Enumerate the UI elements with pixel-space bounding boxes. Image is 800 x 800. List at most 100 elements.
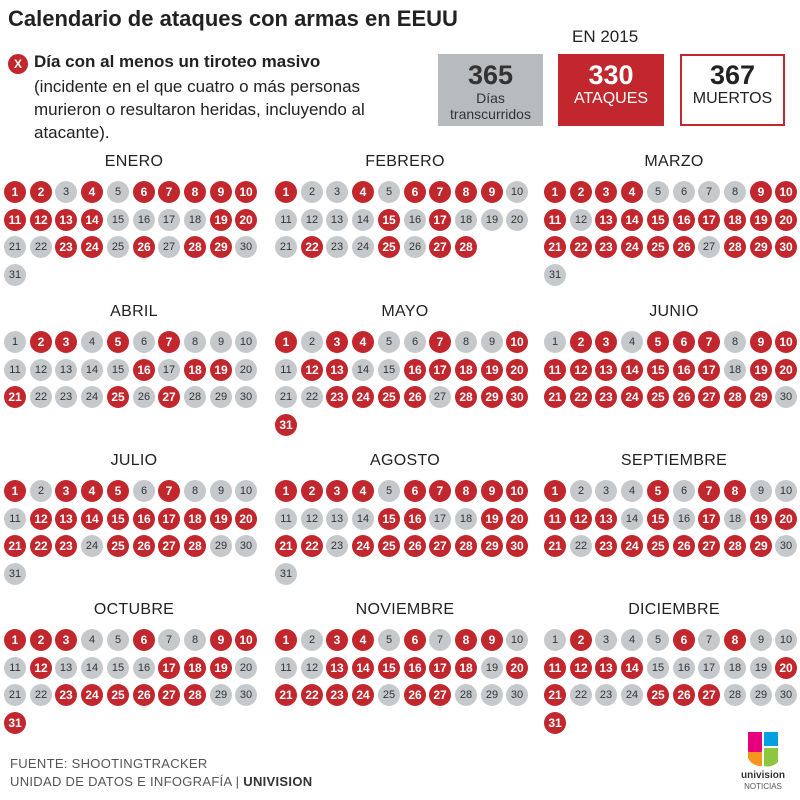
attack-day: 19 bbox=[210, 508, 232, 530]
attack-day: 2 bbox=[30, 181, 52, 203]
calm-day: 6 bbox=[404, 331, 426, 353]
calm-day: 15 bbox=[378, 359, 400, 381]
calm-day: 19 bbox=[750, 657, 772, 679]
attack-day: 26 bbox=[404, 386, 426, 408]
attack-day: 21 bbox=[4, 386, 26, 408]
attack-day: 24 bbox=[621, 535, 643, 557]
attack-day: 31 bbox=[544, 712, 566, 734]
attack-day: 17 bbox=[698, 359, 720, 381]
attack-day: 26 bbox=[673, 236, 695, 258]
attack-day: 18 bbox=[724, 209, 746, 231]
attack-day: 25 bbox=[378, 535, 400, 557]
attack-day: 26 bbox=[673, 535, 695, 557]
attack-day: 16 bbox=[404, 657, 426, 679]
month-days: 1 2 3 4 5 6 7 8 9 10 11 12 13 14 15 16 17 18 19 20 21 22 23 24 2… bbox=[544, 181, 800, 301]
attack-day: 19 bbox=[481, 359, 503, 381]
attack-day: 18 bbox=[455, 657, 477, 679]
calm-day: 25 bbox=[378, 684, 400, 706]
attack-day: 14 bbox=[621, 209, 643, 231]
calm-day: 5 bbox=[647, 181, 669, 203]
attack-day: 21 bbox=[544, 386, 566, 408]
logo-sub: NOTICIAS bbox=[744, 782, 782, 791]
calm-day: 1 bbox=[4, 331, 26, 353]
attack-day: 13 bbox=[595, 209, 617, 231]
month-name: SEPTIEMBRE bbox=[620, 452, 728, 469]
attack-day: 22 bbox=[301, 236, 323, 258]
calm-day: 5 bbox=[378, 181, 400, 203]
footer-source: FUENTE: SHOOTINGTRACKER bbox=[10, 756, 208, 771]
attack-day: 17 bbox=[429, 209, 451, 231]
attack-day: 20 bbox=[775, 657, 797, 679]
attack-day: 29 bbox=[750, 236, 772, 258]
attack-day: 25 bbox=[647, 535, 669, 557]
month-days: 1 2 3 4 5 6 7 8 9 10 11 12 13 14 15 16 17 18 19 20 21 22 23 24 2… bbox=[544, 629, 800, 749]
attack-day: 24 bbox=[352, 535, 374, 557]
attack-day: 11 bbox=[544, 657, 566, 679]
calm-day: 31 bbox=[544, 264, 566, 286]
attack-day: 2 bbox=[570, 331, 592, 353]
attack-day: 27 bbox=[698, 684, 720, 706]
attack-day: 19 bbox=[750, 359, 772, 381]
attack-day: 20 bbox=[775, 508, 797, 530]
calm-day: 7 bbox=[698, 629, 720, 651]
calm-day: 5 bbox=[647, 629, 669, 651]
calm-day: 4 bbox=[621, 480, 643, 502]
calm-day: 13 bbox=[326, 508, 348, 530]
attack-day: 5 bbox=[107, 480, 129, 502]
month-days: 1 2 3 4 5 6 7 8 9 10 11 12 13 14 15 16 17 18 19 20 21 22 23 24 2… bbox=[275, 331, 535, 451]
attack-day: 24 bbox=[621, 236, 643, 258]
month-days: 1 2 3 4 5 6 7 8 9 10 11 12 13 14 15 16 17 18 19 20 21 22 23 24 2… bbox=[4, 629, 264, 749]
attack-day: 9 bbox=[481, 629, 503, 651]
attack-day: 17 bbox=[158, 508, 180, 530]
attack-day: 2 bbox=[301, 480, 323, 502]
calm-day: 3 bbox=[595, 480, 617, 502]
attack-day: 26 bbox=[133, 684, 155, 706]
month-name: MAYO bbox=[381, 303, 429, 320]
attack-day: 28 bbox=[184, 684, 206, 706]
calm-day: 10 bbox=[775, 629, 797, 651]
footer-brand: UNIVISION bbox=[243, 774, 313, 789]
attack-day: 6 bbox=[404, 181, 426, 203]
attack-day: 26 bbox=[404, 535, 426, 557]
attack-day: 26 bbox=[133, 236, 155, 258]
attack-day: 10 bbox=[235, 181, 257, 203]
attack-day: 15 bbox=[647, 508, 669, 530]
days-elapsed-box: 365 Días transcurridos bbox=[438, 54, 543, 126]
attack-day: 25 bbox=[107, 684, 129, 706]
calm-day: 14 bbox=[352, 209, 374, 231]
attack-day: 5 bbox=[647, 480, 669, 502]
attack-day: 27 bbox=[158, 386, 180, 408]
attack-day: 8 bbox=[724, 480, 746, 502]
attack-day: 16 bbox=[673, 359, 695, 381]
calm-day: 30 bbox=[775, 535, 797, 557]
calm-day: 18 bbox=[184, 209, 206, 231]
attack-day: 21 bbox=[4, 535, 26, 557]
calm-day: 6 bbox=[133, 480, 155, 502]
calm-day: 8 bbox=[184, 480, 206, 502]
attack-day: 1 bbox=[4, 629, 26, 651]
attack-day: 22 bbox=[301, 535, 323, 557]
attack-day: 22 bbox=[301, 684, 323, 706]
attack-day: 25 bbox=[107, 535, 129, 557]
attack-day: 23 bbox=[595, 236, 617, 258]
calm-day: 14 bbox=[81, 359, 103, 381]
calm-day: 26 bbox=[404, 236, 426, 258]
month-name: DICIEMBRE bbox=[628, 601, 720, 618]
footer-separator: | bbox=[235, 774, 240, 789]
attack-day: 9 bbox=[750, 331, 772, 353]
calm-day: 9 bbox=[481, 331, 503, 353]
calm-day: 20 bbox=[235, 359, 257, 381]
calm-day: 5 bbox=[107, 629, 129, 651]
attack-day: 27 bbox=[158, 684, 180, 706]
calm-day: 30 bbox=[775, 386, 797, 408]
attack-day: 29 bbox=[750, 535, 772, 557]
calm-day: 10 bbox=[506, 181, 528, 203]
attack-day: 25 bbox=[647, 684, 669, 706]
attack-day: 3 bbox=[326, 331, 348, 353]
calm-day: 12 bbox=[301, 209, 323, 231]
attack-day: 3 bbox=[326, 629, 348, 651]
attack-day: 15 bbox=[378, 508, 400, 530]
month-name: ENERO bbox=[104, 153, 164, 170]
calm-day: 17 bbox=[698, 657, 720, 679]
calm-day: 23 bbox=[326, 236, 348, 258]
